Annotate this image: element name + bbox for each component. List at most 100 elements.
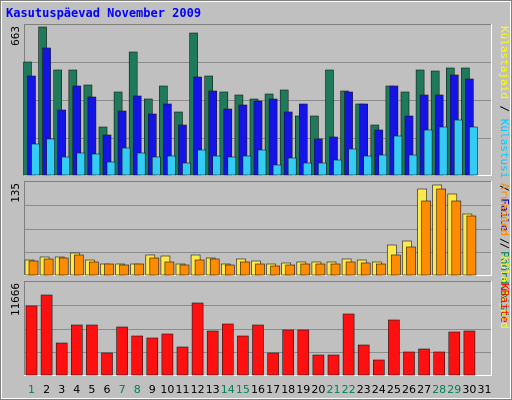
bar-k-lastusi-day-15: [242, 155, 252, 176]
bar-aruanded-day-10: [164, 261, 175, 276]
bar-kbaite-day-26: [403, 351, 415, 376]
bar-kbaite-day-9: [146, 337, 159, 376]
bar-k-lastusi-day-30: [469, 126, 478, 176]
panel-legend: KBaite: [498, 283, 511, 323]
bar-aruanded-day-28: [436, 188, 447, 276]
day-axis: 1 2 3 4 5 6 7 8 9 10 11 12 13 14 15 16 17 18 19 20 21 22 23 24 2…: [28, 383, 492, 396]
bar-kbaite-day-23: [357, 344, 370, 376]
bar-kbaite-day-13: [206, 330, 219, 376]
bar-kbaite-day-27: [418, 348, 430, 376]
bar-k-lastusi-day-16: [257, 149, 267, 176]
bar-kbaite-day-19: [297, 329, 310, 376]
bar-aruanded-day-20: [315, 263, 326, 276]
bar-kbaite-day-17: [267, 352, 279, 376]
day-label: 8: [134, 383, 141, 396]
bar-aruanded-day-12: [194, 259, 205, 276]
bar-k-lastusi-day-20: [318, 162, 327, 176]
bar-kbaite-day-11: [176, 346, 189, 376]
bar-kbaite-day-5: [86, 324, 98, 376]
legend-entry: Külastajaid: [498, 26, 511, 99]
bar-kbaite-day-12: [191, 302, 204, 376]
bar-kbaite-day-1: [25, 305, 38, 376]
bar-k-lastusi-day-29: [453, 119, 463, 176]
day-label: 5: [88, 383, 95, 396]
day-label: 12: [191, 383, 205, 396]
panel-max-label: 135: [9, 183, 22, 203]
bar-aruanded-day-15: [240, 261, 250, 276]
bar-k-lastusi-day-24: [378, 154, 388, 176]
panel-max-label: 11666: [9, 283, 22, 316]
bar-k-lastusi-day-5: [91, 153, 101, 176]
legend-entry: Aruanded: [498, 183, 511, 236]
panel-1: 663 Külastajaid / Külastusi / Faile / Pöö…: [9, 24, 511, 317]
bar-k-lastusi-day-10: [167, 155, 176, 176]
bar-k-lastusi-day-7: [121, 147, 131, 176]
bar-k-lastusi-day-22: [348, 148, 357, 176]
bar-kbaite-day-22: [342, 313, 355, 376]
legend-entry: Faile: [498, 198, 511, 231]
bar-k-lastusi-day-13: [212, 155, 221, 176]
bar-kbaite-day-20: [312, 354, 325, 376]
panel-legend: Aruanded / Külastajaid: [498, 183, 511, 329]
bar-kbaite-day-4: [71, 324, 83, 376]
day-label: 30: [462, 383, 476, 396]
bar-aruanded-day-29: [451, 200, 462, 276]
legend-entry: Külastusi: [498, 119, 511, 179]
bar-aruanded-day-13: [209, 258, 220, 276]
day-label: 16: [251, 383, 265, 396]
bar-aruanded-day-3: [58, 257, 69, 276]
day-label: 19: [296, 383, 310, 396]
bar-aruanded-day-16: [255, 263, 265, 276]
bar-kbaite-day-10: [161, 333, 174, 376]
day-label: 4: [73, 383, 80, 396]
day-label: 7: [119, 383, 126, 396]
legend-entry: Pöördumisi: [498, 251, 511, 317]
bar-aruanded-day-24: [375, 263, 386, 276]
bar-k-lastusi-day-3: [61, 156, 71, 176]
bar-aruanded-day-22: [345, 261, 356, 276]
bar-k-lastusi-day-18: [287, 157, 297, 176]
day-label: 18: [281, 383, 295, 396]
panel-max-label: 663: [9, 26, 22, 46]
legend-entry: KBaite: [498, 283, 511, 323]
bar-aruanded-day-2: [43, 258, 54, 276]
panel-2: 135 Aruanded / Külastajaid: [9, 181, 511, 329]
bar-kbaite-day-8: [131, 335, 143, 376]
bar-kbaite-day-6: [101, 352, 113, 376]
bar-k-lastusi-day-1: [31, 143, 40, 176]
legend-separator: /: [498, 178, 511, 198]
bar-aruanded-day-14: [225, 264, 235, 276]
day-label: 2: [43, 383, 50, 396]
day-label: 26: [402, 383, 416, 396]
bar-aruanded-day-9: [149, 257, 160, 276]
bar-aruanded-day-27: [421, 200, 431, 276]
bar-kbaite-day-3: [55, 342, 68, 376]
bar-k-lastusi-day-21: [333, 159, 342, 176]
bar-kbaite-day-29: [448, 331, 461, 376]
bar-aruanded-day-25: [391, 254, 401, 276]
legend-separator: /: [498, 99, 511, 119]
bar-aruanded-day-30: [466, 215, 477, 276]
day-label: 29: [447, 383, 461, 396]
bar-kbaite-day-18: [282, 329, 295, 376]
bar-kbaite-day-28: [433, 351, 446, 376]
day-label: 27: [417, 383, 431, 396]
bar-aruanded-day-18: [285, 264, 296, 276]
day-label: 23: [357, 383, 371, 396]
legend-separator: /: [498, 236, 511, 256]
day-label: 15: [236, 383, 250, 396]
day-label: 9: [149, 383, 156, 396]
bar-k-lastusi-day-27: [423, 129, 433, 176]
bar-k-lastusi-day-28: [438, 126, 448, 176]
bar-k-lastusi-day-12: [197, 149, 206, 176]
bar-kbaite-day-24: [372, 359, 385, 376]
bar-aruanded-day-23: [360, 262, 371, 276]
day-label: 20: [311, 383, 325, 396]
chart-panels: 663 Külastajaid / Külastusi / Faile / Pöö…: [9, 24, 511, 376]
bar-kbaite-day-21: [327, 354, 340, 376]
bar-kbaite-day-30: [463, 330, 476, 376]
day-label: 21: [327, 383, 341, 396]
bar-kbaite-day-14: [222, 323, 234, 376]
